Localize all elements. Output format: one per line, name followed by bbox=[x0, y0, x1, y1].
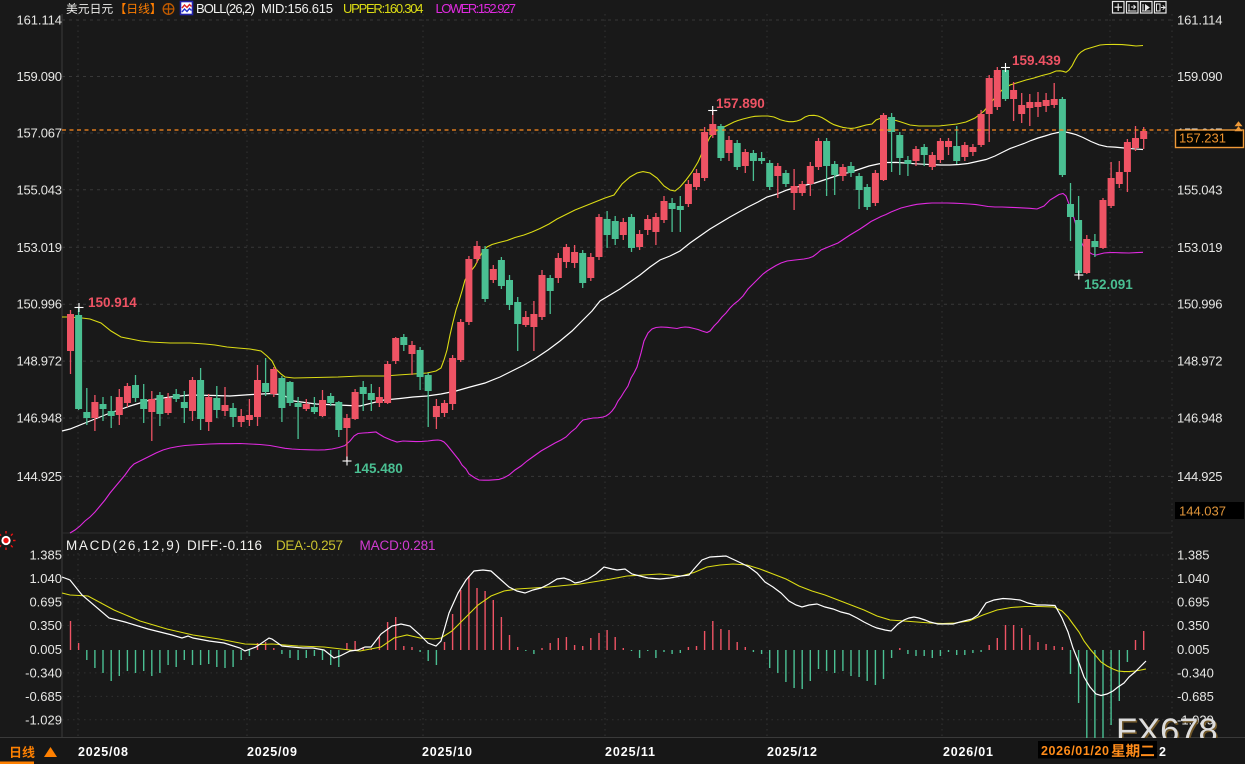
svg-text:2025/08: 2025/08 bbox=[78, 745, 128, 759]
svg-text:159.439: 159.439 bbox=[1012, 53, 1061, 68]
svg-text:MACD(26,12,9): MACD(26,12,9) bbox=[66, 538, 180, 553]
svg-text:DEA:-0.257: DEA:-0.257 bbox=[276, 538, 343, 553]
svg-text:LOWER:152.927: LOWER:152.927 bbox=[436, 1, 517, 16]
svg-text:2025/12: 2025/12 bbox=[767, 745, 817, 759]
svg-text:157.890: 157.890 bbox=[716, 96, 765, 111]
svg-text:-0.340: -0.340 bbox=[25, 665, 62, 680]
svg-text:-1.029: -1.029 bbox=[25, 712, 62, 727]
svg-text:UPPER:160.304: UPPER:160.304 bbox=[343, 1, 424, 16]
svg-text:150.914: 150.914 bbox=[88, 295, 137, 310]
svg-text:157.067: 157.067 bbox=[17, 126, 63, 141]
svg-text:BOLL(26,2): BOLL(26,2) bbox=[196, 1, 255, 16]
svg-text:144.925: 144.925 bbox=[1177, 469, 1223, 484]
svg-text:150.996: 150.996 bbox=[1177, 297, 1223, 312]
svg-text:146.948: 146.948 bbox=[17, 411, 63, 426]
svg-text:161.114: 161.114 bbox=[1177, 13, 1223, 28]
svg-text:DIFF:-0.116: DIFF:-0.116 bbox=[187, 538, 262, 553]
svg-text:144.925: 144.925 bbox=[17, 469, 63, 484]
svg-text:148.972: 148.972 bbox=[1177, 354, 1223, 369]
svg-text:2026/01: 2026/01 bbox=[943, 745, 993, 759]
svg-text:148.972: 148.972 bbox=[17, 354, 63, 369]
svg-text:157.231: 157.231 bbox=[1179, 131, 1226, 146]
svg-text:2026/01/20: 2026/01/20 bbox=[1041, 744, 1109, 758]
svg-text:159.090: 159.090 bbox=[1177, 69, 1223, 84]
svg-text:MID:156.615: MID:156.615 bbox=[261, 1, 333, 16]
svg-text:-0.685: -0.685 bbox=[25, 689, 62, 704]
svg-text:0.695: 0.695 bbox=[29, 595, 62, 610]
svg-text:1.385: 1.385 bbox=[1177, 548, 1210, 563]
svg-text:155.043: 155.043 bbox=[17, 182, 63, 197]
svg-text:1.385: 1.385 bbox=[29, 548, 62, 563]
svg-text:159.090: 159.090 bbox=[17, 69, 63, 84]
svg-text:2025/11: 2025/11 bbox=[605, 745, 655, 759]
svg-text:145.480: 145.480 bbox=[354, 461, 403, 476]
svg-text:144.037: 144.037 bbox=[1179, 504, 1226, 519]
svg-text:0.350: 0.350 bbox=[29, 618, 62, 633]
svg-text:152.091: 152.091 bbox=[1084, 277, 1133, 292]
svg-text:153.019: 153.019 bbox=[17, 240, 63, 255]
svg-text:0.350: 0.350 bbox=[1177, 618, 1210, 633]
svg-text:0.005: 0.005 bbox=[1177, 642, 1210, 657]
svg-text:153.019: 153.019 bbox=[1177, 240, 1223, 255]
svg-text:146.948: 146.948 bbox=[1177, 411, 1223, 426]
svg-text:0.695: 0.695 bbox=[1177, 595, 1210, 610]
svg-text:1.040: 1.040 bbox=[1177, 571, 1210, 586]
svg-text:-0.685: -0.685 bbox=[1177, 689, 1214, 704]
svg-text:150.996: 150.996 bbox=[17, 297, 63, 312]
svg-text:-1.029: -1.029 bbox=[1177, 712, 1214, 727]
svg-text:1.040: 1.040 bbox=[29, 571, 62, 586]
svg-text:161.114: 161.114 bbox=[17, 13, 63, 28]
svg-text:2025/10: 2025/10 bbox=[422, 745, 472, 759]
svg-text:0.005: 0.005 bbox=[29, 642, 62, 657]
svg-text:MACD:0.281: MACD:0.281 bbox=[360, 538, 436, 553]
svg-text:-0.340: -0.340 bbox=[1177, 665, 1214, 680]
svg-text:155.043: 155.043 bbox=[1177, 182, 1223, 197]
svg-text:2025/09: 2025/09 bbox=[247, 745, 297, 759]
